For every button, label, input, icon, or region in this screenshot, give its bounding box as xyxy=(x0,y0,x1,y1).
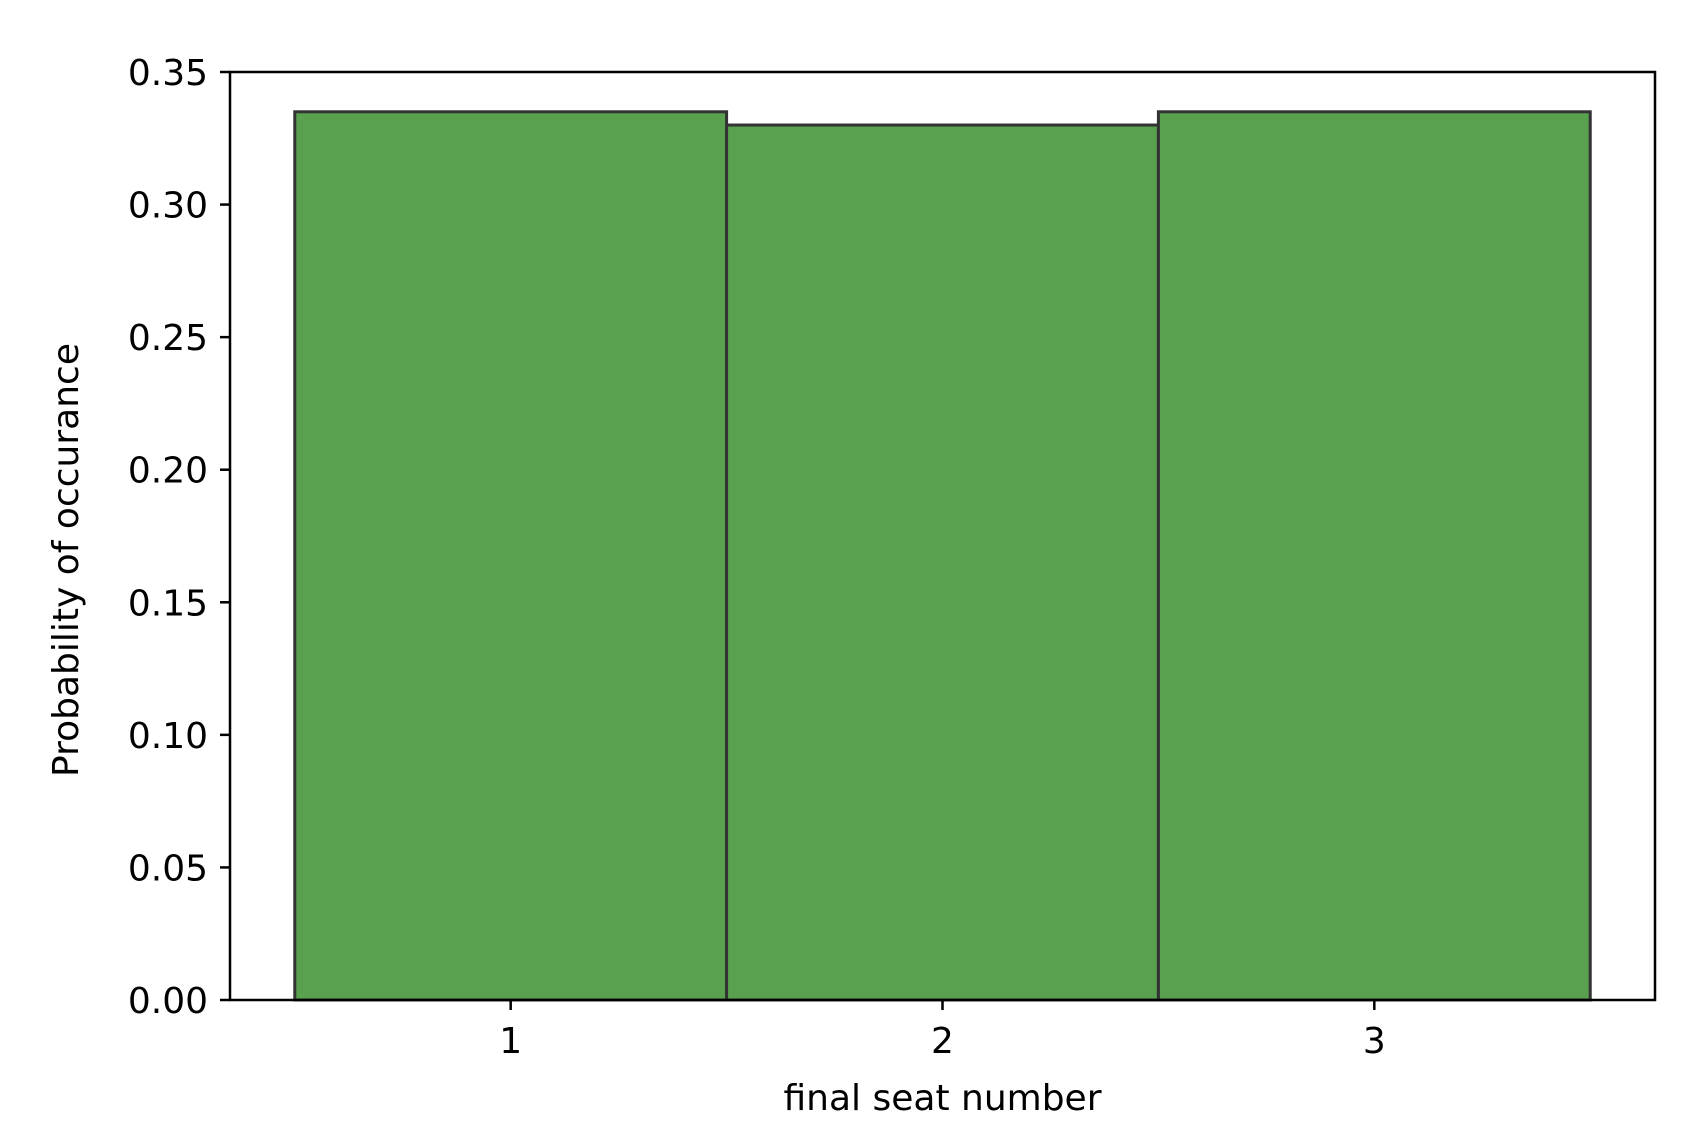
y-tick-label: 0.35 xyxy=(128,53,208,94)
y-tick-label: 0.00 xyxy=(128,981,208,1022)
y-tick-label: 0.20 xyxy=(128,451,208,492)
bar-1 xyxy=(293,110,729,1002)
x-tick-label: 2 xyxy=(931,1021,954,1062)
x-tick-label: 3 xyxy=(1363,1021,1386,1062)
x-axis-label: final seat number xyxy=(783,1078,1101,1119)
y-tick-label: 0.15 xyxy=(128,583,208,624)
bar-2 xyxy=(725,123,1160,1002)
y-axis-ticks: 0.00 0.05 0.10 0.15 0.20 0.25 0.30 0.35 xyxy=(128,53,230,1022)
bar-3 xyxy=(1156,110,1592,1002)
y-tick-label: 0.10 xyxy=(128,716,208,757)
y-axis-label: Probability of occurance xyxy=(46,343,87,777)
x-axis-ticks: 1 2 3 xyxy=(499,1000,1386,1062)
y-tick-label: 0.30 xyxy=(128,186,208,227)
x-tick-label: 1 xyxy=(499,1021,522,1062)
y-tick-label: 0.25 xyxy=(128,318,208,359)
plot-frame xyxy=(228,70,1657,1002)
y-tick-label: 0.05 xyxy=(128,848,208,889)
bars-group xyxy=(293,110,1592,1002)
